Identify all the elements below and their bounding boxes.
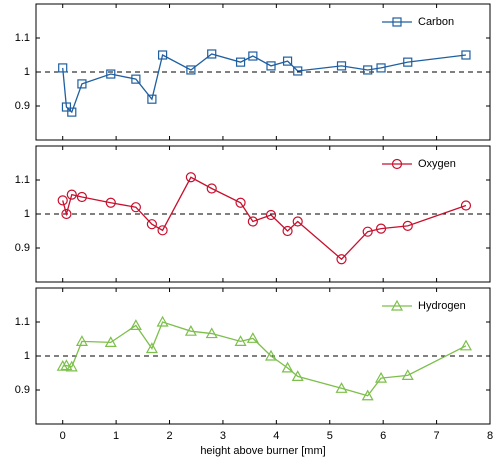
marker: [291, 370, 304, 381]
marker: [402, 220, 413, 231]
legend-label: Hydrogen: [418, 300, 466, 312]
y-tick-label: 0.9: [15, 242, 30, 254]
marker: [234, 335, 247, 346]
marker: [76, 191, 88, 203]
marker: [65, 360, 78, 372]
x-tick-label: 7: [434, 430, 440, 442]
marker: [129, 319, 142, 330]
marker: [157, 50, 168, 60]
marker: [186, 65, 196, 75]
y-tick-label: 1: [24, 66, 30, 78]
y-tick-label: 0.9: [15, 100, 30, 112]
legend-label: Oxygen: [418, 158, 456, 170]
marker: [57, 195, 68, 206]
marker: [403, 57, 413, 67]
legend-marker: [392, 17, 402, 27]
marker: [375, 223, 387, 234]
marker: [130, 202, 141, 213]
marker: [375, 371, 388, 383]
legend-marker: [391, 158, 403, 170]
marker: [281, 361, 294, 373]
marker: [157, 225, 168, 236]
marker: [235, 57, 246, 67]
y-tick-label: 0.9: [15, 384, 30, 396]
marker: [235, 197, 246, 208]
marker: [335, 382, 348, 393]
marker: [362, 226, 373, 237]
marker: [246, 332, 259, 343]
y-tick-label: 1.1: [15, 316, 30, 328]
marker: [376, 63, 386, 73]
marker: [104, 336, 117, 347]
marker: [61, 208, 72, 220]
marker: [247, 216, 258, 227]
marker: [66, 189, 77, 200]
marker: [60, 359, 73, 371]
marker: [265, 209, 277, 221]
marker: [401, 369, 414, 380]
marker: [56, 359, 69, 371]
marker: [206, 183, 217, 194]
x-tick-label: 4: [273, 430, 279, 442]
marker: [61, 102, 72, 112]
marker: [266, 61, 276, 71]
marker: [185, 172, 196, 183]
marker: [58, 63, 68, 73]
marker: [248, 51, 258, 61]
marker: [207, 49, 217, 59]
marker: [184, 324, 197, 336]
x-axis-label: height above burner [mm]: [200, 445, 325, 457]
marker: [459, 339, 472, 351]
marker: [460, 200, 472, 211]
marker: [205, 327, 218, 339]
marker: [461, 50, 471, 60]
marker: [264, 349, 278, 361]
data-line: [62, 176, 467, 261]
marker: [282, 56, 293, 66]
x-tick-label: 6: [380, 430, 386, 442]
legend-label: Carbon: [418, 16, 454, 28]
marker: [361, 389, 374, 401]
y-tick-label: 1: [24, 208, 30, 220]
marker: [147, 94, 157, 104]
marker: [105, 197, 116, 208]
marker: [293, 66, 303, 76]
marker: [145, 342, 158, 354]
marker: [336, 61, 347, 71]
x-tick-label: 1: [113, 430, 119, 442]
x-tick-label: 8: [487, 430, 493, 442]
marker: [106, 69, 116, 79]
marker: [131, 74, 141, 84]
y-tick-label: 1.1: [15, 32, 30, 44]
x-tick-label: 0: [60, 430, 66, 442]
data-line: [62, 321, 467, 397]
legend-marker: [390, 299, 404, 311]
x-tick-label: 2: [166, 430, 172, 442]
marker: [282, 225, 293, 237]
marker: [75, 335, 88, 346]
data-line: [62, 53, 467, 114]
marker: [292, 216, 303, 227]
x-tick-label: 5: [327, 430, 333, 442]
x-tick-label: 3: [220, 430, 226, 442]
marker: [77, 79, 87, 89]
marker: [156, 315, 169, 327]
marker: [336, 254, 347, 265]
marker: [363, 65, 373, 75]
marker: [146, 219, 158, 230]
y-tick-label: 1.1: [15, 174, 30, 186]
marker: [67, 107, 77, 117]
y-tick-label: 1: [24, 350, 30, 362]
